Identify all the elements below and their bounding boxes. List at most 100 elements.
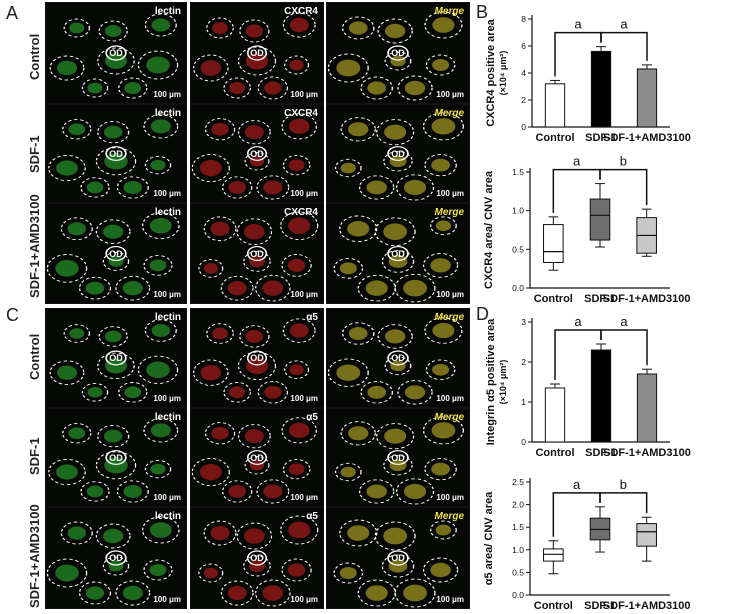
cnv-outline (48, 459, 86, 486)
lesion-signal (390, 360, 406, 372)
channel-label: lectin (154, 412, 181, 423)
lesion-signal (68, 427, 86, 440)
lesion-signal (227, 585, 247, 601)
lesion-signal (68, 123, 86, 136)
cnv-outline (282, 155, 311, 176)
scale-bar: 100 μm (290, 493, 318, 502)
cnv-outline (333, 562, 364, 584)
lesion-signal (289, 17, 309, 33)
lesion-signal (212, 22, 228, 34)
cnv-outline (424, 11, 463, 39)
cnv-outline (397, 75, 433, 101)
x-tick-label: SDF-1+AMD3100 (603, 293, 691, 305)
lesion-signal (229, 386, 246, 399)
scale-bar: 100 μm (436, 595, 464, 604)
y-tick-label: 0.5 (512, 244, 524, 254)
channel-label: lectin (154, 312, 181, 323)
cnv-outline (237, 46, 277, 76)
cnv-outline (359, 479, 395, 504)
lesion-signal (348, 122, 369, 137)
lesion-signal (249, 560, 265, 572)
od-label: OD (109, 452, 123, 463)
lesion-signal (336, 59, 361, 77)
x-tick-label: SDF-1 (584, 293, 616, 305)
lesion-signal (366, 180, 387, 195)
x-tick-label: SDF-1 (584, 600, 616, 612)
bar (544, 387, 566, 443)
micrograph-tile: OD Merge 100 μm (326, 507, 470, 609)
lesion-signal (108, 560, 124, 572)
micrograph-tile: OD lectin 100 μm (45, 308, 187, 408)
lesion-signal (432, 17, 455, 33)
lesion-signal (67, 222, 87, 236)
cnv-outline (60, 217, 93, 241)
lesion-signal (103, 125, 123, 139)
cnv-outline (95, 523, 131, 549)
cnv-outline (340, 421, 376, 446)
lesion-signal (87, 387, 103, 398)
cnv-outline (422, 253, 459, 278)
y-axis-label: α5 area/ CNV area (483, 491, 495, 585)
lesion-signal (199, 463, 222, 481)
cnv-outline (281, 558, 312, 582)
lesion-signal (69, 22, 85, 34)
lesion-signal (151, 324, 171, 338)
cnv-outline (341, 322, 375, 345)
cnv-outline (204, 118, 236, 141)
cnv-outline (422, 557, 459, 583)
box (589, 198, 611, 241)
od-label: OD (391, 48, 405, 58)
lesion-signal (404, 385, 426, 400)
lesion-signal (122, 585, 143, 601)
lesion-signal (288, 463, 305, 475)
od-label: OD (391, 148, 405, 159)
od-label: OD (250, 353, 264, 363)
significance-bracket (599, 492, 648, 514)
lesion-signal (431, 118, 456, 135)
micrograph-tile: OD CXCR4 100 μm (190, 104, 324, 203)
cnv-outline (78, 581, 112, 605)
cnv-outline (118, 77, 148, 99)
cnv-outline (374, 521, 416, 551)
cnv-outline (424, 154, 457, 177)
channel-label: Merge (434, 511, 464, 522)
lesion-signal (149, 522, 172, 538)
optic-disc-ring (387, 45, 409, 61)
od-label: OD (250, 48, 264, 58)
micrograph-tile: OD CXCR4 100 μm (190, 2, 324, 104)
lesion-signal (403, 279, 427, 297)
lesion-signal (199, 159, 222, 177)
cnv-outline (203, 520, 237, 546)
lesion-signal (245, 329, 264, 343)
cnv-outline (95, 219, 131, 245)
cnv-outline (237, 424, 271, 449)
significance-label: a (574, 17, 582, 32)
lesion-signal (404, 80, 426, 96)
lesion-signal (288, 159, 305, 171)
x-tick-label: Control (534, 600, 573, 612)
y-tick-label: 1.0 (512, 206, 524, 216)
cnv-outline (244, 152, 270, 171)
lesion-signal (430, 562, 451, 578)
cnv-outline (257, 76, 288, 100)
cnv-outline (203, 216, 237, 242)
lesion-signal (249, 460, 265, 471)
lesion-signal (384, 428, 407, 444)
cnv-outline (377, 324, 413, 349)
lesion-signal (388, 559, 408, 573)
micrograph-tile: OD α5 100 μm (190, 308, 324, 408)
cnv-outline (360, 381, 393, 404)
significance-bracket (599, 168, 648, 206)
lesion-signal (348, 21, 368, 35)
cnv-outline (339, 215, 378, 243)
lesion-signal (228, 485, 246, 498)
micrograph-tile: OD Merge 100 μm (326, 104, 470, 203)
cnv-outline (394, 273, 436, 303)
lesion-signal (389, 459, 407, 472)
lesion-signal (105, 53, 127, 69)
significance-label: a (574, 314, 582, 329)
cnv-outline (97, 425, 130, 448)
micrograph-tile: OD lectin 100 μm (45, 2, 187, 104)
lesion-signal (384, 124, 407, 140)
